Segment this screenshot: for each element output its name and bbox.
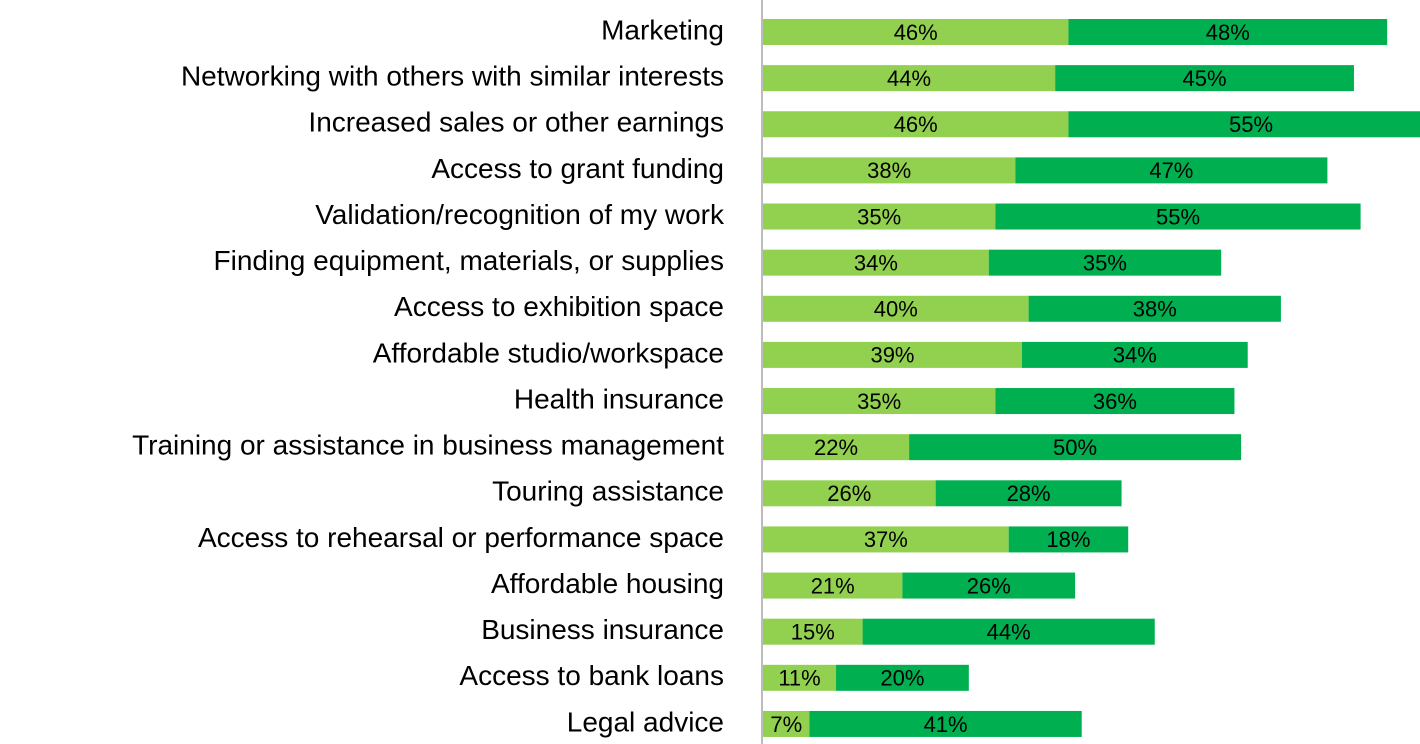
bar-segment (763, 434, 910, 461)
value-label: 15% (791, 620, 835, 645)
bar-segment (763, 480, 936, 507)
category-label: Access to grant funding (431, 153, 724, 184)
value-label: 34% (854, 250, 898, 275)
bar-segment (1008, 526, 1129, 553)
bar-segment (763, 111, 1069, 138)
value-label: 35% (857, 389, 901, 414)
bar-segment (902, 572, 1076, 599)
value-label: 26% (967, 573, 1011, 598)
bar-segment (809, 710, 1082, 737)
value-label: 39% (870, 343, 914, 368)
value-label: 41% (924, 712, 968, 737)
bar-segment (763, 203, 996, 230)
value-label: 36% (1093, 389, 1137, 414)
bar-segment (1055, 65, 1354, 92)
bar-segment (763, 295, 1029, 322)
bar-segment (763, 65, 1056, 92)
value-label: 22% (814, 435, 858, 460)
bar-segment (1028, 295, 1281, 322)
value-label: 35% (857, 204, 901, 229)
value-label: 35% (1083, 250, 1127, 275)
category-label: Access to bank loans (459, 660, 724, 691)
value-label: 55% (1156, 204, 1200, 229)
value-label: 46% (894, 20, 938, 45)
bar-segment (763, 157, 1016, 184)
category-label: Touring assistance (492, 476, 724, 507)
bar-segment (763, 341, 1022, 368)
value-label: 21% (811, 573, 855, 598)
value-label: 48% (1206, 20, 1250, 45)
category-label: Networking with others with similar inte… (181, 61, 724, 92)
bar-segment (836, 664, 969, 691)
value-label: 20% (880, 666, 924, 691)
bar-segment (763, 249, 989, 276)
value-label: 38% (1133, 297, 1177, 322)
bar-segment (763, 388, 996, 415)
bar-segment (1068, 19, 1388, 45)
value-label: 18% (1046, 527, 1090, 552)
value-label: 50% (1053, 435, 1097, 460)
category-label: Health insurance (514, 383, 724, 414)
bar-segment (988, 249, 1222, 276)
value-label: 46% (894, 112, 938, 137)
value-label: 38% (867, 158, 911, 183)
value-label: 44% (887, 66, 931, 91)
bar-segment (763, 526, 1009, 553)
bar-segment (909, 434, 1242, 461)
bar-segment (763, 19, 1069, 45)
value-label: 11% (778, 666, 820, 691)
value-label: 26% (827, 481, 871, 506)
category-label: Finding equipment, materials, or supplie… (214, 245, 724, 276)
category-label: Affordable housing (491, 568, 724, 599)
value-label: 40% (874, 297, 918, 322)
bar-segment (995, 203, 1361, 230)
value-label: 34% (1113, 343, 1157, 368)
category-label: Access to rehearsal or performance space (198, 522, 724, 553)
value-label: 45% (1183, 66, 1227, 91)
bar-segment (763, 618, 863, 645)
bar-segment (862, 618, 1155, 645)
bar-segment (1068, 111, 1420, 138)
bar-segment (1015, 157, 1328, 184)
category-label: Legal advice (567, 706, 724, 737)
bar-segment (763, 572, 903, 599)
value-label: 28% (1007, 481, 1051, 506)
category-label: Business insurance (481, 614, 724, 645)
category-label: Increased sales or other earnings (308, 107, 724, 138)
bar-segment (1021, 341, 1248, 368)
value-label: 37% (864, 527, 908, 552)
bar-segment (935, 480, 1122, 507)
bar-segment (763, 664, 837, 691)
value-label: 7% (770, 712, 802, 737)
bar-segment (763, 710, 810, 737)
value-label: 47% (1149, 158, 1193, 183)
category-label: Training or assistance in business manag… (132, 430, 724, 461)
category-label: Access to exhibition space (394, 291, 724, 322)
value-label: 44% (987, 620, 1031, 645)
category-label: Affordable studio/workspace (373, 337, 724, 368)
value-label: 55% (1229, 112, 1273, 137)
bar-segment (995, 388, 1235, 415)
category-label: Validation/recognition of my work (315, 199, 725, 230)
category-label: Marketing (601, 14, 724, 45)
